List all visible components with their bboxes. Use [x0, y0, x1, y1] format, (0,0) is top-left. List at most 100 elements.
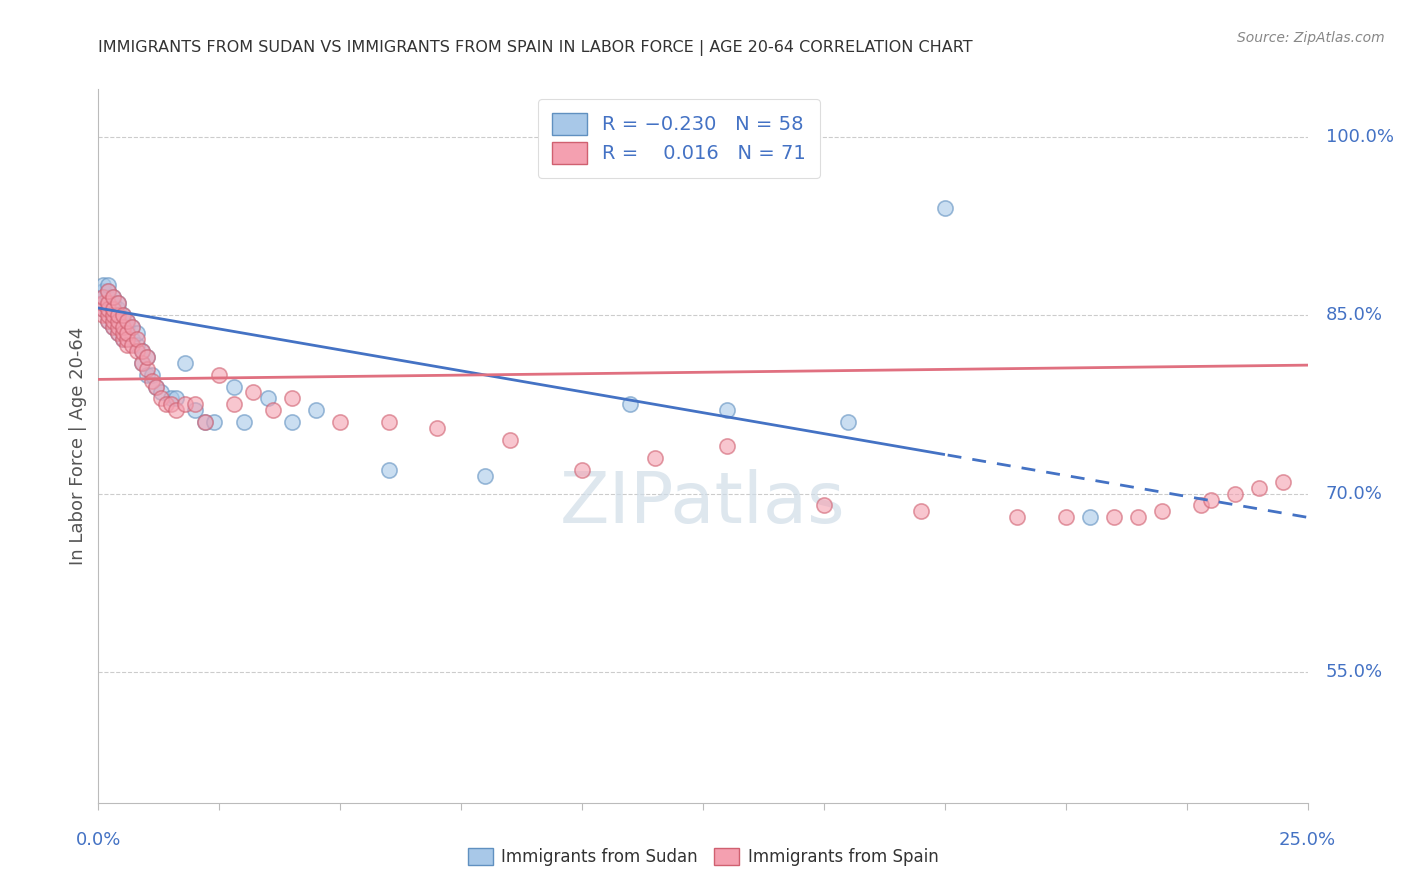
- Point: [426, 421, 449, 435]
- Point: [117, 338, 139, 352]
- Point: [135, 361, 157, 376]
- Text: ZIPatlas: ZIPatlas: [560, 468, 846, 538]
- Point: [97, 290, 120, 304]
- Point: [121, 332, 143, 346]
- Point: [1199, 492, 1222, 507]
- Point: [101, 296, 124, 310]
- Point: [111, 320, 134, 334]
- Point: [101, 290, 124, 304]
- Point: [107, 302, 129, 317]
- Point: [716, 439, 738, 453]
- Point: [111, 326, 134, 340]
- Point: [145, 379, 167, 393]
- Point: [117, 326, 139, 340]
- Point: [1078, 510, 1101, 524]
- Point: [1102, 510, 1125, 524]
- Point: [121, 338, 143, 352]
- Point: [101, 320, 124, 334]
- Point: [97, 302, 120, 317]
- Text: 0.0%: 0.0%: [76, 831, 121, 849]
- Point: [107, 314, 129, 328]
- Point: [101, 290, 124, 304]
- Point: [160, 392, 183, 406]
- Y-axis label: In Labor Force | Age 20-64: In Labor Force | Age 20-64: [69, 326, 87, 566]
- Point: [117, 326, 139, 340]
- Point: [91, 302, 114, 317]
- Point: [91, 290, 114, 304]
- Point: [1272, 475, 1295, 489]
- Point: [107, 314, 129, 328]
- Point: [232, 415, 254, 429]
- Point: [97, 296, 120, 310]
- Point: [91, 278, 114, 293]
- Legend: R = −0.230   N = 58, R =    0.016   N = 71: R = −0.230 N = 58, R = 0.016 N = 71: [538, 99, 820, 178]
- Point: [121, 320, 143, 334]
- Point: [127, 332, 149, 346]
- Point: [107, 326, 129, 340]
- Point: [145, 379, 167, 393]
- Point: [91, 296, 114, 310]
- Point: [101, 314, 124, 328]
- Point: [97, 314, 120, 328]
- Point: [141, 368, 163, 382]
- Point: [131, 343, 153, 358]
- Point: [1249, 481, 1271, 495]
- Point: [91, 290, 114, 304]
- Text: Source: ZipAtlas.com: Source: ZipAtlas.com: [1237, 31, 1385, 45]
- Point: [165, 403, 187, 417]
- Point: [101, 308, 124, 322]
- Point: [111, 314, 134, 328]
- Point: [97, 314, 120, 328]
- Point: [127, 338, 149, 352]
- Text: 70.0%: 70.0%: [1326, 484, 1382, 502]
- Point: [377, 463, 399, 477]
- Point: [97, 278, 120, 293]
- Point: [101, 302, 124, 317]
- Point: [1152, 504, 1174, 518]
- Point: [716, 403, 738, 417]
- Point: [329, 415, 352, 429]
- Point: [131, 343, 153, 358]
- Point: [1189, 499, 1212, 513]
- Point: [1128, 510, 1150, 524]
- Point: [204, 415, 226, 429]
- Point: [135, 368, 157, 382]
- Point: [117, 314, 139, 328]
- Point: [160, 397, 183, 411]
- Point: [155, 397, 177, 411]
- Point: [111, 332, 134, 346]
- Point: [111, 320, 134, 334]
- Point: [934, 201, 956, 215]
- Point: [117, 332, 139, 346]
- Point: [107, 308, 129, 322]
- Point: [107, 296, 129, 310]
- Point: [619, 397, 641, 411]
- Point: [101, 314, 124, 328]
- Point: [1054, 510, 1077, 524]
- Point: [644, 450, 666, 465]
- Point: [474, 468, 496, 483]
- Point: [208, 368, 231, 382]
- Point: [1007, 510, 1029, 524]
- Point: [281, 415, 304, 429]
- Point: [117, 320, 139, 334]
- Point: [91, 308, 114, 322]
- Point: [305, 403, 328, 417]
- Point: [111, 308, 134, 322]
- Point: [107, 326, 129, 340]
- Point: [135, 350, 157, 364]
- Point: [107, 308, 129, 322]
- Point: [184, 403, 207, 417]
- Point: [107, 296, 129, 310]
- Point: [141, 374, 163, 388]
- Point: [97, 302, 120, 317]
- Point: [117, 314, 139, 328]
- Point: [222, 397, 245, 411]
- Point: [910, 504, 932, 518]
- Point: [135, 350, 157, 364]
- Point: [91, 296, 114, 310]
- Point: [101, 308, 124, 322]
- Point: [194, 415, 217, 429]
- Point: [127, 326, 149, 340]
- Text: 25.0%: 25.0%: [1279, 831, 1336, 849]
